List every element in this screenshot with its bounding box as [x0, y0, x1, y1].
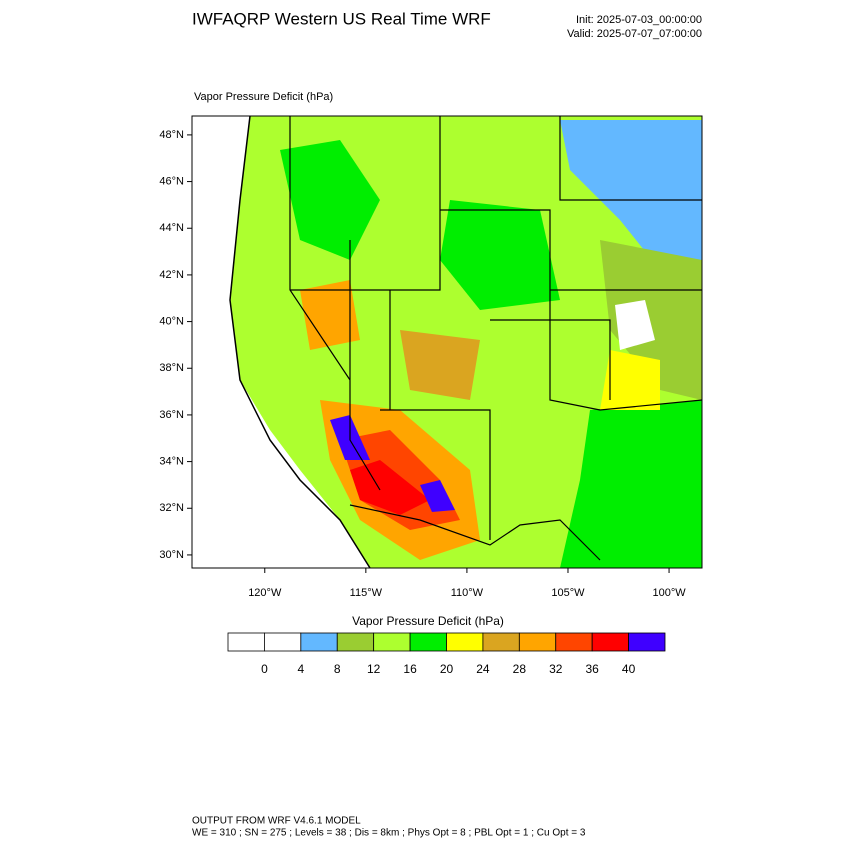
lat-tick-label: 46°N — [159, 175, 184, 187]
colorbar-label: 8 — [334, 662, 341, 676]
colorbar-label: 28 — [513, 662, 527, 676]
colorbar-box — [555, 632, 593, 652]
title: IWFAQRP Western US Real Time WRF — [192, 9, 491, 28]
colorbar-box — [446, 632, 484, 652]
colorbar-box — [518, 632, 557, 652]
colorbar-box — [482, 632, 520, 652]
colorbar-label: 16 — [403, 662, 417, 676]
colorbar-label: 20 — [440, 662, 454, 676]
colorbar-box — [300, 632, 338, 652]
colorbar-label: 36 — [585, 662, 599, 676]
lat-tick-label: 30°N — [159, 549, 184, 561]
lon-tick-label: 120°W — [248, 587, 282, 599]
lat-tick-label: 34°N — [159, 455, 184, 467]
lat-tick-label: 40°N — [159, 315, 184, 327]
colorbar-box — [264, 632, 302, 652]
init-time: Init: 2025-07-03_00:00:00 — [576, 14, 702, 26]
lat-tick-label: 36°N — [159, 409, 184, 421]
map-field — [192, 116, 702, 568]
lat-tick-label: 44°N — [159, 222, 184, 234]
lat-tick-label: 42°N — [159, 269, 184, 281]
footer-line: OUTPUT FROM WRF V4.6.1 MODEL — [192, 816, 361, 827]
footer-line: WE = 310 ; SN = 275 ; Levels = 38 ; Dis … — [192, 828, 586, 839]
colorbar-title: Vapor Pressure Deficit (hPa) — [352, 614, 504, 628]
colorbar-box — [336, 632, 375, 652]
lon-tick-label: 100°W — [652, 587, 686, 599]
colorbar-box — [628, 632, 666, 652]
colorbar-label: 40 — [622, 662, 636, 676]
colorbar-box — [591, 632, 629, 652]
lat-tick-label: 38°N — [159, 362, 184, 374]
lon-tick-label: 115°W — [350, 587, 383, 599]
colorbar-label: 32 — [549, 662, 563, 676]
map-frame — [191, 115, 703, 569]
colorbar-box — [409, 632, 447, 652]
colorbar-label: 0 — [261, 662, 268, 676]
valid-time: Valid: 2025-07-07_07:00:00 — [567, 28, 702, 40]
colorbar-box — [373, 632, 411, 652]
field-label: Vapor Pressure Deficit (hPa) — [194, 91, 333, 103]
colorbar-label: 24 — [476, 662, 490, 676]
colorbar-label: 4 — [297, 662, 304, 676]
lon-tick-label: 105°W — [551, 587, 585, 599]
colorbar-box — [227, 632, 265, 652]
lat-tick-label: 32°N — [159, 502, 184, 514]
colorbar-label: 12 — [367, 662, 381, 676]
lon-tick-label: 110°W — [451, 587, 484, 599]
lat-tick-label: 48°N — [159, 129, 184, 141]
